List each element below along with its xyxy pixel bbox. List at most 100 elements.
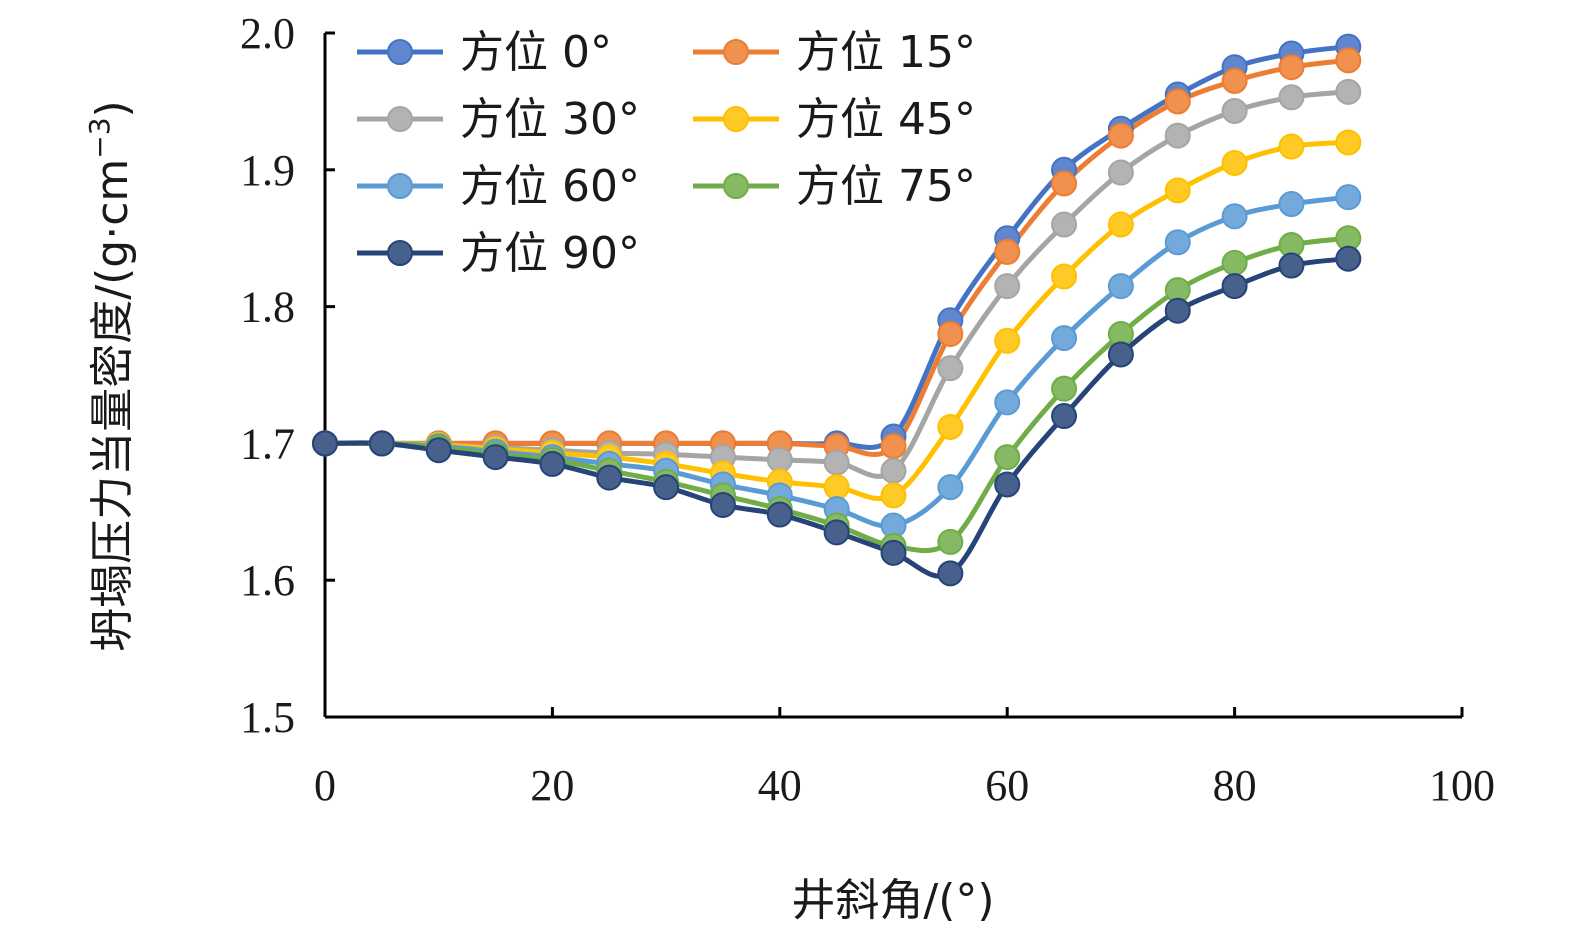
data-point — [1051, 325, 1078, 352]
data-point — [1051, 375, 1078, 402]
data-point — [1221, 97, 1248, 124]
data-point — [937, 355, 964, 382]
y-tick-label: 1.6 — [240, 556, 295, 605]
data-point — [653, 474, 680, 501]
data-point — [823, 449, 850, 476]
legend-entry: 方位 90° — [357, 228, 640, 279]
data-point — [1107, 273, 1134, 300]
data-point — [823, 519, 850, 546]
data-point — [880, 433, 907, 460]
legend-label: 方位 45° — [796, 94, 976, 145]
legend-label: 方位 90° — [460, 228, 640, 279]
data-point — [1221, 249, 1248, 276]
legend-label: 方位 0° — [460, 27, 612, 78]
data-point — [368, 430, 395, 457]
data-point — [1221, 149, 1248, 176]
data-point — [1335, 184, 1362, 211]
data-point — [937, 528, 964, 555]
legend-swatch-marker — [723, 39, 749, 65]
data-point — [994, 389, 1021, 416]
y-tick-label: 2.0 — [240, 9, 295, 58]
data-point — [937, 320, 964, 347]
legend-label: 方位 60° — [460, 161, 640, 212]
data-point — [1278, 54, 1305, 81]
y-tick-label: 1.9 — [240, 146, 295, 195]
data-point — [596, 464, 623, 491]
data-point — [994, 471, 1021, 498]
y-axis-title: 坍塌压力当量密度/(g·cm−3) — [83, 100, 138, 651]
legend-swatch-marker — [387, 173, 413, 199]
data-point — [880, 457, 907, 484]
y-tick-label: 1.5 — [240, 693, 295, 742]
legend-entry: 方位 45° — [693, 94, 976, 145]
data-point — [766, 446, 793, 473]
legend-entry: 方位 0° — [357, 27, 612, 78]
y-axis-title-close: ) — [87, 100, 138, 117]
data-point — [425, 437, 452, 464]
data-point — [539, 450, 566, 477]
data-point — [1278, 191, 1305, 217]
data-point — [937, 560, 964, 587]
data-point — [1051, 403, 1078, 430]
data-point — [1164, 177, 1191, 204]
data-point — [880, 539, 907, 566]
data-point — [1278, 133, 1305, 160]
data-point — [1221, 67, 1248, 94]
data-point — [1051, 170, 1078, 197]
data-point — [994, 327, 1021, 354]
y-axis-ticks: 1.5 1.6 1.7 1.8 1.9 2.0 — [240, 9, 335, 742]
x-axis-title: 井斜角/(°) — [791, 875, 994, 926]
legend-swatch-marker — [387, 240, 413, 266]
legend-label: 方位 15° — [796, 27, 976, 78]
data-point — [1335, 78, 1362, 105]
data-point — [1164, 122, 1191, 149]
legend-swatch-marker — [723, 173, 749, 199]
data-point — [994, 444, 1021, 471]
data-point — [1221, 203, 1248, 230]
legend-swatch-marker — [387, 39, 413, 65]
data-point — [1051, 263, 1078, 290]
data-point — [937, 413, 964, 440]
x-tick-label: 80 — [1213, 761, 1257, 810]
plot-area: 1.5 1.6 1.7 1.8 1.9 2.0 0 20 40 60 80 100 — [240, 9, 1495, 810]
legend-entry: 方位 75° — [693, 161, 976, 212]
data-point — [709, 491, 736, 518]
x-axis-ticks: 0 20 40 60 80 100 — [314, 707, 1495, 810]
data-point — [937, 474, 964, 501]
data-point — [1107, 341, 1134, 368]
y-tick-label: 1.8 — [240, 283, 295, 332]
x-tick-label: 0 — [314, 761, 336, 810]
x-tick-label: 20 — [530, 761, 574, 810]
data-point — [1164, 88, 1191, 115]
y-axis-title-main: 坍塌压力当量密度/(g·cm — [87, 159, 138, 652]
data-point — [823, 474, 850, 501]
data-point — [880, 482, 907, 509]
y-axis-title-sup: −3 — [83, 117, 116, 158]
x-tick-label: 60 — [985, 761, 1029, 810]
data-point — [994, 273, 1021, 300]
data-point — [1107, 122, 1134, 149]
data-point — [766, 501, 793, 528]
series-points — [312, 33, 1362, 587]
data-point — [1051, 211, 1078, 238]
data-point — [312, 430, 338, 457]
data-point — [1164, 229, 1191, 256]
x-tick-label: 100 — [1429, 761, 1495, 810]
x-tick-label: 40 — [758, 761, 802, 810]
data-point — [994, 238, 1021, 265]
data-point — [482, 444, 509, 471]
data-point — [1278, 252, 1305, 279]
data-point — [1221, 273, 1248, 300]
data-point — [1278, 84, 1305, 111]
data-point — [1107, 211, 1134, 238]
y-tick-label: 1.7 — [240, 419, 295, 468]
legend: 方位 0° 方位 15° 方位 30° 方位 45° 方位 60° 方位 75° 方位 90… — [357, 27, 976, 279]
series-line-2 — [324, 89, 1349, 479]
legend-swatch-marker — [723, 106, 749, 132]
data-point — [1164, 297, 1191, 324]
data-point — [1335, 129, 1362, 156]
legend-entry: 方位 30° — [357, 94, 640, 145]
legend-entry: 方位 15° — [693, 27, 976, 78]
legend-swatch-marker — [387, 106, 413, 132]
legend-label: 方位 75° — [796, 161, 976, 212]
